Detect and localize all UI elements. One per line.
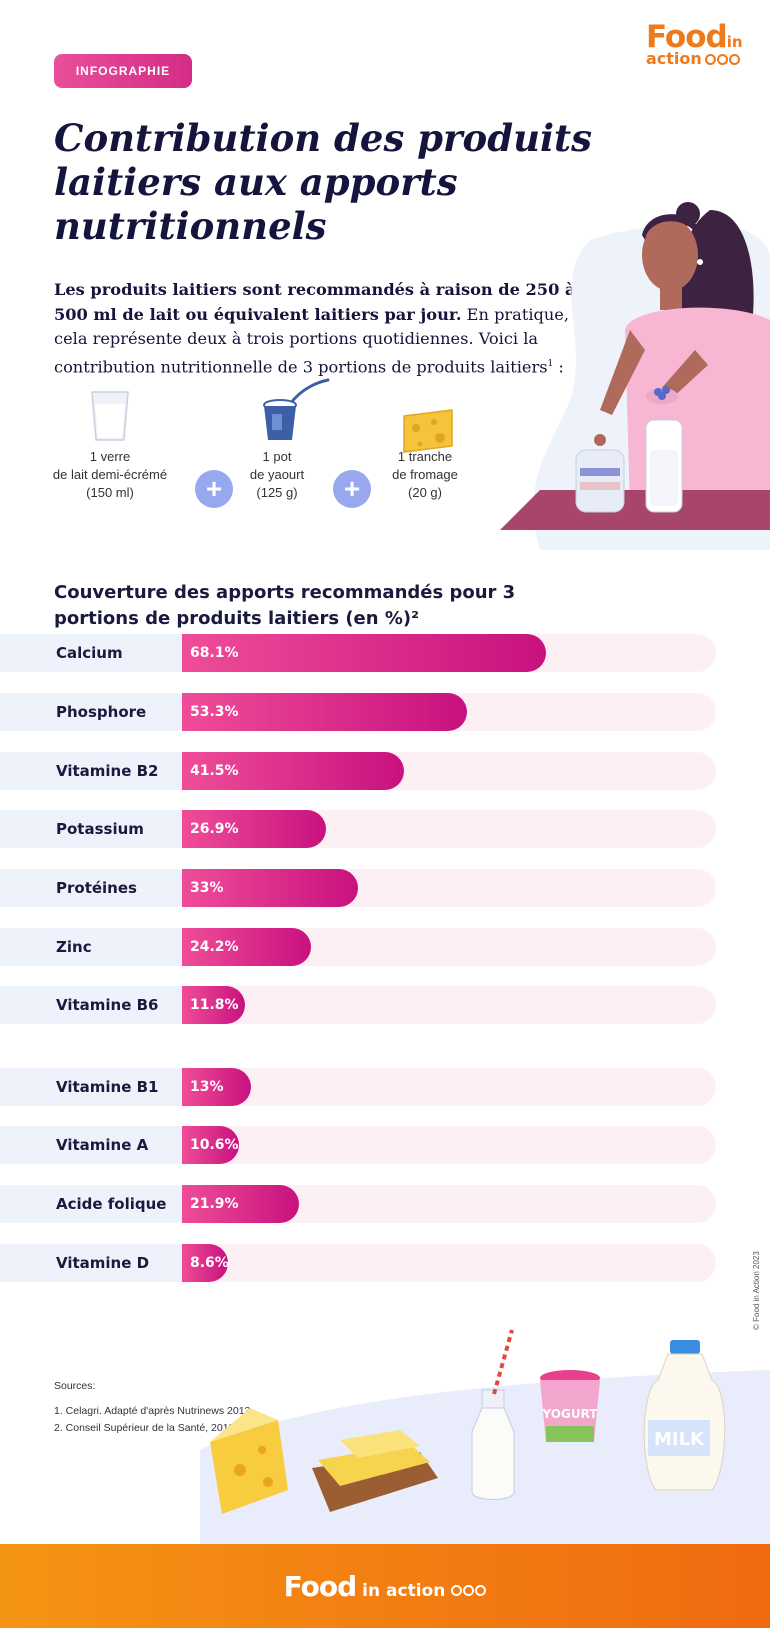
bar: 33% (182, 869, 359, 907)
bar-row-6: Vitamine B6 11.8% (0, 986, 716, 1024)
portion-milk-line1: 1 verre (89, 449, 131, 464)
bar-row-2: Vitamine B2 41.5% (0, 752, 716, 790)
bar-row-3: Potassium 26.9% (0, 810, 716, 848)
source-item-2: 2. Conseil Supérieur de la Santé, 2019. (54, 1422, 238, 1434)
portion-yogurt: 1 pot de yaourt (125 g) (222, 448, 332, 502)
bar-label: Acide folique (56, 1195, 167, 1213)
sources-heading: Sources: (54, 1380, 96, 1392)
bar: 53.3% (182, 693, 467, 731)
bar: 11.8% (182, 986, 245, 1024)
bar: 21.9% (182, 1185, 299, 1223)
bar-row-10: Vitamine D 8.6% (0, 1244, 716, 1282)
page-title: Contribution des produits laitiers aux a… (54, 116, 592, 248)
bar-value-label: 21.9% (190, 1196, 239, 1212)
bar: 24.2% (182, 928, 312, 966)
bar-value-label: 53.3% (190, 704, 239, 720)
portion-yogurt-line1: 1 pot (262, 449, 292, 464)
logo-circles-icon (704, 53, 740, 65)
bar-row-4: Protéines 33% (0, 869, 716, 907)
portion-milk-line3: (150 ml) (86, 485, 134, 500)
bar: 68.1% (182, 634, 546, 672)
bar-row-8: Vitamine A 10.6% (0, 1126, 716, 1164)
bar-row-1: Phosphore 53.3% (0, 693, 716, 731)
milk-label: MILK (654, 1429, 705, 1450)
bar-label: Vitamine B6 (56, 996, 159, 1014)
bar-label: Vitamine B2 (56, 762, 159, 780)
footer-logo[interactable]: Food in action (284, 1570, 487, 1603)
bar-value-label: 11.8% (190, 997, 239, 1013)
copyright: © Food in Action 2023 (752, 1251, 761, 1330)
portion-yogurt-line2: de yaourt (249, 467, 305, 482)
footer-logo-sub: in action (362, 1581, 445, 1601)
footer-logo-in: in (362, 1580, 381, 1601)
footer-logo-action: action (386, 1580, 446, 1601)
portion-milk: 1 verre de lait demi-écrémé (150 ml) (40, 448, 180, 502)
footer-logo-circles-icon (451, 1584, 487, 1596)
logo-word: Food (646, 19, 728, 55)
intro-rest: En pratique, cela représente deux à troi… (54, 304, 570, 376)
footer: Food in action (0, 1544, 770, 1628)
bar-value-label: 41.5% (190, 763, 239, 779)
milk-glass-icon (91, 391, 129, 441)
intro-bold: Les produits laitiers sont recommandés à… (54, 280, 576, 324)
yogurt-pot-icon (263, 378, 330, 440)
bar-label: Phosphore (56, 703, 147, 721)
plus-icon: + (195, 470, 233, 508)
bar: 26.9% (182, 810, 326, 848)
bar-label: Zinc (56, 938, 92, 956)
bar: 13% (182, 1068, 252, 1106)
bar: 8.6% (182, 1244, 229, 1282)
portion-cheese-line3: (20 g) (408, 485, 442, 500)
logo-action: action (646, 49, 702, 68)
bar-label: Vitamine A (56, 1136, 149, 1154)
brand-logo[interactable]: Foodin action (646, 22, 743, 67)
chart-title: Couverture des apports recommandés pour … (54, 582, 516, 629)
portion-cheese: 1 tranche de fromage (20 g) (370, 448, 480, 502)
bar-label: Protéines (56, 879, 137, 897)
bar: 41.5% (182, 752, 404, 790)
bar-value-label: 24.2% (190, 939, 239, 955)
bar-value-label: 13% (190, 1079, 224, 1095)
bar-label: Vitamine B1 (56, 1078, 159, 1096)
dairy-products-illustration: YOGURT MILK (200, 1329, 770, 1544)
portion-cheese-line2: de fromage (392, 467, 458, 482)
woman-illustration (500, 202, 770, 550)
bar-row-5: Zinc 24.2% (0, 928, 716, 966)
yogurt-label: YOGURT (542, 1407, 599, 1421)
bar: 10.6% (182, 1126, 239, 1164)
bar-row-7: Vitamine B1 13% (0, 1068, 716, 1106)
intro-text: Les produits laitiers sont recommandés à… (54, 278, 582, 379)
bar-value-label: 8.6% (190, 1255, 229, 1271)
portion-cheese-line1: 1 tranche (397, 449, 453, 464)
intro-sup: 1 (547, 358, 554, 369)
logo-sub: in (726, 33, 743, 51)
bar-value-label: 26.9% (190, 821, 239, 837)
bar-label: Vitamine D (56, 1254, 150, 1272)
footer-logo-word: Food (283, 1569, 358, 1603)
bar-value-label: 68.1% (190, 645, 239, 661)
portion-yogurt-line3: (125 g) (256, 485, 298, 500)
infographie-tag: INFOGRAPHIE (54, 54, 192, 88)
portion-milk-line2: de lait demi-écrémé (52, 467, 168, 482)
bar-label: Calcium (56, 644, 123, 662)
intro-end: : (553, 356, 564, 376)
source-item-1: 1. Celagri. Adapté d'après Nutrinews 201… (54, 1405, 254, 1417)
sources: Sources: 1. Celagri. Adapté d'après Nutr… (54, 1378, 253, 1437)
bar-row-9: Acide folique 21.9% (0, 1185, 716, 1223)
bar-value-label: 10.6% (190, 1137, 239, 1153)
bar-row-0: Calcium 68.1% (0, 634, 716, 672)
bar-value-label: 33% (190, 880, 224, 896)
bar-label: Potassium (56, 820, 144, 838)
plus-icon: + (333, 470, 371, 508)
cheese-slice-icon (403, 409, 453, 453)
